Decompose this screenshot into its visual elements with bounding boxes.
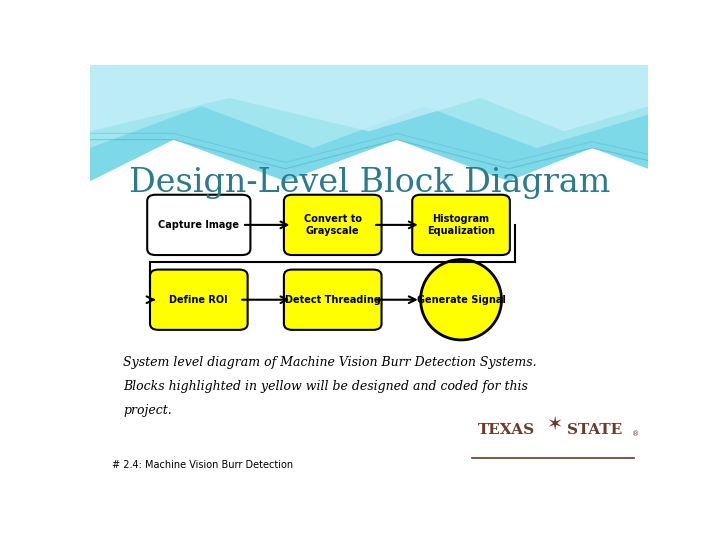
- Text: project.: project.: [124, 404, 172, 417]
- Text: Define ROI: Define ROI: [169, 295, 228, 305]
- Text: Histogram
Equalization: Histogram Equalization: [427, 214, 495, 235]
- Text: TEXAS: TEXAS: [478, 423, 535, 437]
- Text: Detect Threading: Detect Threading: [285, 295, 381, 305]
- Polygon shape: [90, 65, 648, 131]
- Text: ®: ®: [632, 431, 639, 437]
- FancyBboxPatch shape: [284, 269, 382, 330]
- FancyBboxPatch shape: [413, 195, 510, 255]
- Text: Convert to
Grayscale: Convert to Grayscale: [304, 214, 361, 235]
- Text: ✶: ✶: [546, 415, 562, 434]
- Text: System level diagram of Machine Vision Burr Detection Systems.: System level diagram of Machine Vision B…: [124, 356, 537, 369]
- Polygon shape: [90, 65, 648, 181]
- Text: STATE: STATE: [567, 423, 622, 437]
- Text: Generate Signal: Generate Signal: [417, 295, 505, 305]
- Text: Design-Level Block Diagram: Design-Level Block Diagram: [129, 167, 611, 199]
- FancyBboxPatch shape: [150, 269, 248, 330]
- Text: # 2.4: Machine Vision Burr Detection: # 2.4: Machine Vision Burr Detection: [112, 460, 294, 470]
- Text: Blocks highlighted in yellow will be designed and coded for this: Blocks highlighted in yellow will be des…: [124, 380, 528, 393]
- Text: Capture Image: Capture Image: [158, 220, 239, 230]
- Ellipse shape: [420, 260, 502, 340]
- FancyBboxPatch shape: [147, 195, 251, 255]
- FancyBboxPatch shape: [284, 195, 382, 255]
- Polygon shape: [90, 65, 648, 148]
